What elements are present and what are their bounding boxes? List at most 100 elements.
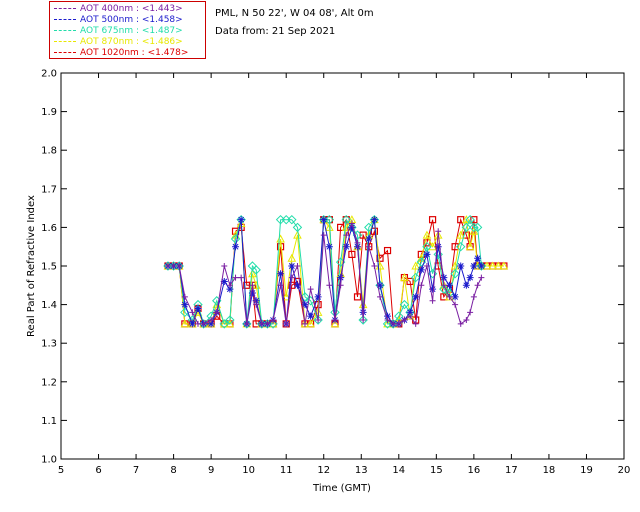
- series-0-point-19: [277, 282, 284, 289]
- series-2-point-31: [347, 222, 357, 233]
- series-0-point-15: [253, 301, 260, 308]
- legend-item-870nm: AOT 870nm : <1.486>: [54, 37, 204, 48]
- series-4-point-45: [428, 216, 437, 224]
- series-2-point-50: [456, 241, 466, 252]
- series-0-point-2: [176, 263, 183, 269]
- series-4-point-36: [376, 254, 384, 262]
- series-0-point-49: [452, 301, 459, 308]
- series-1-point-15: [252, 297, 260, 305]
- series-0-point-52: [467, 309, 474, 316]
- series-0-point-17: [264, 320, 271, 327]
- series-3-point-44: [422, 230, 432, 239]
- legend-label-500nm: AOT 500nm : <1.458>: [80, 15, 183, 25]
- series-2-point-10: [225, 315, 235, 325]
- series-1-point-35: [370, 216, 378, 224]
- x-tick-label-20: 20: [618, 465, 631, 476]
- series-0-point-33: [360, 317, 367, 324]
- x-tick-label-6: 6: [95, 465, 101, 476]
- series-1-point-53: [470, 262, 478, 270]
- series-0-point-44: [423, 263, 430, 269]
- series-1-point-37: [384, 312, 392, 320]
- legend-item-500nm: AOT 500nm : <1.458>: [54, 15, 204, 26]
- series-2-point-23: [300, 292, 310, 302]
- series-1-point-21: [288, 262, 296, 270]
- series-2-point-39: [394, 311, 404, 321]
- series-0-point-48: [446, 293, 453, 300]
- series-4-point-37: [383, 246, 392, 255]
- series-2-point-51: [461, 222, 472, 233]
- series-1-point-14: [248, 289, 256, 297]
- series-3-point-3: [180, 319, 190, 328]
- series-0-point-38: [390, 320, 397, 327]
- series-1-point-26: [320, 216, 328, 224]
- x-axis-label: Time (GMT): [312, 483, 371, 494]
- x-tick-label-12: 12: [317, 465, 330, 476]
- series-1-point-11: [232, 243, 240, 251]
- series-0-point-6: [200, 320, 207, 327]
- series-2-point-9: [219, 319, 229, 329]
- series-2-point-11: [230, 234, 241, 244]
- series-2-point-25: [313, 315, 323, 325]
- legend-line-870nm: [54, 41, 76, 42]
- series-0-point-51: [463, 317, 470, 324]
- series-1-point-52: [466, 274, 474, 282]
- series-0-point-41: [407, 313, 414, 320]
- series-1-point-55: [477, 262, 485, 270]
- x-tick-label-5: 5: [58, 465, 64, 476]
- series-1-point-7: [207, 320, 215, 328]
- series-0-point-36: [377, 293, 384, 300]
- series-0-point-5: [194, 320, 201, 327]
- x-tick-label-9: 9: [208, 465, 214, 476]
- series-1-point-48: [445, 281, 453, 289]
- series-4-point-41: [406, 277, 414, 286]
- series-4-point-53: [470, 216, 478, 224]
- series-1-point-30: [342, 243, 350, 251]
- x-tick-label-17: 17: [505, 465, 518, 476]
- series-3-point-28: [330, 319, 340, 328]
- series-1-point-19: [277, 270, 285, 278]
- legend-label-675nm: AOT 675nm : <1.487>: [80, 26, 183, 36]
- series-4-point-51: [462, 231, 470, 239]
- x-tick-label-15: 15: [430, 465, 443, 476]
- series-0-point-25: [315, 317, 322, 324]
- series-1-point-33: [359, 308, 367, 316]
- legend-line-1020nm: [54, 52, 76, 53]
- series-0-point-26: [320, 232, 327, 239]
- series-3-point-51: [462, 215, 471, 224]
- series-0-point-34: [365, 243, 372, 250]
- series-0-point-45: [429, 297, 436, 304]
- series-0-point-43: [418, 282, 425, 289]
- y-tick-label-1.5: 1.5: [41, 262, 57, 273]
- x-tick-label-11: 11: [280, 465, 293, 476]
- legend-line-500nm: [54, 19, 76, 20]
- series-2-point-30: [341, 214, 351, 225]
- series-2-point-27: [324, 214, 335, 225]
- series-0-point-27: [326, 282, 333, 289]
- series-1-point-51: [462, 281, 470, 289]
- location-text: PML, N 50 22', W 04 08', Alt 0m: [215, 8, 374, 19]
- series-0-point-47: [440, 282, 447, 289]
- series-1-point-41: [406, 308, 414, 316]
- series-0-point-11: [232, 274, 239, 281]
- series-2-point-47: [439, 284, 449, 294]
- series-1-point-27: [325, 243, 333, 251]
- series-1-point-45: [429, 285, 437, 293]
- series-0-point-8: [213, 309, 220, 316]
- series-1-point-31: [348, 223, 356, 231]
- x-tick-label-8: 8: [170, 465, 176, 476]
- series-0-point-37: [384, 317, 391, 324]
- series-2-point-44: [422, 241, 432, 252]
- series-1-point-9: [220, 277, 228, 285]
- y-tick-label-2.0: 2.0: [41, 69, 57, 80]
- series-0-point-18: [270, 317, 277, 324]
- date-text: Data from: 21 Sep 2021: [215, 26, 336, 37]
- y-tick-label-1.6: 1.6: [41, 223, 57, 234]
- series-0-point-1: [170, 263, 177, 269]
- series-1-point-44: [423, 250, 431, 258]
- series-0-point-22: [294, 263, 301, 269]
- series-0-point-31: [348, 220, 355, 227]
- y-axis-label: Real Part of Refractive Index: [26, 195, 37, 337]
- series-3-point-46: [433, 230, 443, 239]
- legend-item-400nm: AOT 400nm : <1.443>: [54, 4, 204, 15]
- series-0-point-13: [243, 320, 250, 327]
